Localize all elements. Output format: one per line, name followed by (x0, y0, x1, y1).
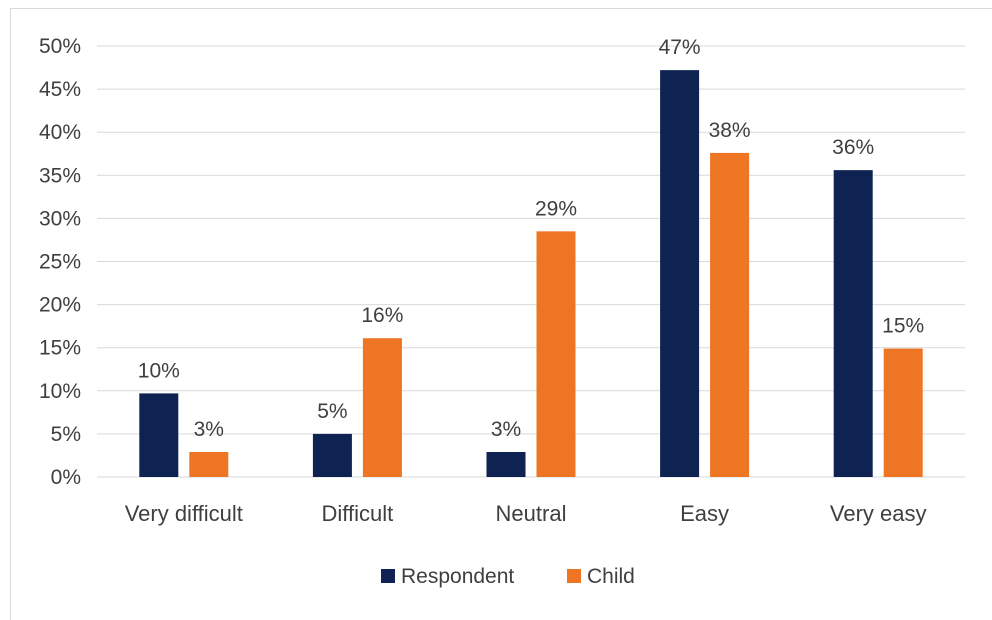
bar-child-neutral (536, 231, 576, 477)
y-tick-label: 15% (39, 337, 81, 360)
y-tick-label: 45% (39, 78, 81, 101)
data-label: 10% (138, 359, 180, 382)
data-label: 29% (535, 197, 577, 220)
gridlines (97, 45, 965, 478)
y-tick-label: 30% (39, 207, 81, 230)
y-tick-label: 40% (39, 121, 81, 144)
legend-label-child: Child (587, 565, 635, 588)
legend-label-respondent: Respondent (401, 565, 514, 588)
data-label: 3% (491, 418, 521, 441)
data-label: 16% (361, 304, 403, 327)
data-label: 38% (709, 119, 751, 142)
bar-child-easy (710, 152, 750, 477)
bar-respondent-very-easy (833, 170, 873, 478)
legend-swatch-respondent (381, 569, 395, 583)
x-category-label: Very difficult (125, 501, 243, 526)
bar-respondent-difficult (312, 433, 352, 477)
x-category-label: Difficult (322, 501, 394, 526)
x-axis-categories: Very difficult Difficult Neutral Easy Very e… (125, 501, 927, 526)
x-category-label: Easy (680, 501, 729, 526)
y-axis-ticks: 0% 5% 10% 15% 20% 25% 30% 35% 40% 45% 50% (39, 35, 81, 489)
y-tick-label: 20% (39, 294, 81, 317)
bar-child-very-difficult (189, 452, 229, 477)
y-tick-label: 50% (39, 35, 81, 58)
legend-swatch-child (567, 569, 581, 583)
data-label: 15% (882, 315, 924, 338)
bars (139, 70, 923, 478)
bar-child-very-easy (883, 348, 923, 477)
x-category-label: Neutral (496, 501, 567, 526)
bar-respondent-neutral (486, 452, 526, 477)
y-tick-label: 10% (39, 380, 81, 403)
data-label: 36% (832, 136, 874, 159)
y-tick-label: 35% (39, 164, 81, 187)
legend: Respondent Child (381, 565, 635, 588)
y-tick-label: 0% (51, 466, 81, 489)
y-tick-label: 5% (51, 423, 81, 446)
data-labels: 10% 3% 5% 16% 3% 29% 47% 38% 36% 15% (138, 36, 924, 441)
bar-respondent-easy (660, 70, 700, 478)
bar-respondent-very-difficult (139, 393, 179, 477)
y-tick-label: 25% (39, 251, 81, 274)
chart-frame (10, 8, 992, 620)
bar-child-difficult (362, 338, 402, 477)
data-label: 47% (659, 36, 701, 59)
x-category-label: Very easy (830, 501, 927, 526)
data-label: 5% (317, 400, 347, 423)
data-label: 3% (194, 418, 224, 441)
